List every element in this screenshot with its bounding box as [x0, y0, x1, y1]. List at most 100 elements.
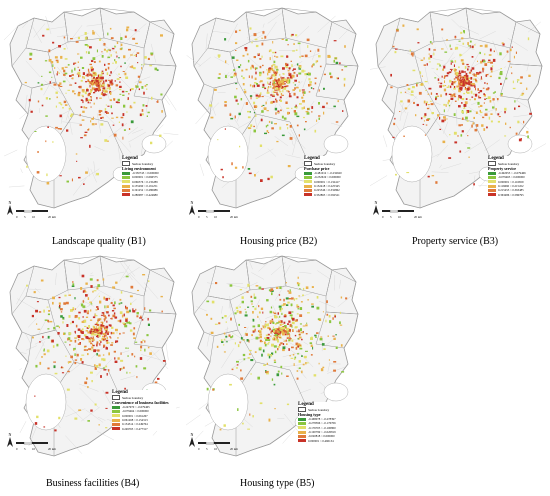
- residential-parcel: [85, 81, 88, 83]
- residential-parcel: [248, 172, 252, 175]
- residential-parcel: [484, 113, 488, 116]
- residential-parcel: [520, 76, 523, 79]
- residential-parcel: [278, 337, 282, 339]
- residential-parcel: [74, 308, 76, 310]
- residential-parcel: [274, 331, 277, 334]
- residential-parcel: [108, 314, 110, 317]
- residential-parcel: [445, 92, 448, 96]
- residential-parcel: [423, 120, 425, 122]
- legend-field: Housing type: [298, 412, 321, 417]
- residential-parcel: [455, 76, 459, 79]
- residential-parcel: [254, 77, 257, 80]
- residential-parcel: [444, 51, 448, 53]
- residential-parcel: [91, 380, 93, 383]
- road: [431, 171, 449, 173]
- north-arrow-b5: N: [189, 432, 195, 448]
- residential-parcel: [34, 422, 38, 425]
- residential-parcel: [231, 56, 235, 59]
- residential-parcel: [82, 290, 85, 293]
- road: [146, 349, 160, 361]
- residential-parcel: [278, 320, 282, 324]
- residential-parcel: [84, 345, 87, 348]
- residential-parcel: [91, 118, 94, 120]
- residential-parcel: [131, 65, 134, 69]
- residential-parcel: [57, 71, 59, 74]
- legend-class-row: -0.079465 ~ 0.000000: [488, 175, 542, 179]
- residential-parcel: [127, 347, 129, 349]
- residential-parcel: [323, 87, 325, 90]
- residential-parcel: [108, 324, 111, 327]
- residential-parcel: [92, 80, 94, 83]
- residential-parcel: [236, 309, 239, 313]
- residential-parcel: [428, 57, 431, 60]
- road: [163, 132, 179, 135]
- residential-parcel: [318, 318, 322, 321]
- residential-parcel: [271, 352, 274, 355]
- road: [516, 89, 525, 102]
- residential-parcel: [116, 55, 118, 58]
- residential-parcel: [254, 328, 256, 332]
- road: [383, 135, 388, 148]
- residential-parcel: [279, 323, 282, 326]
- scale-tick: 10: [214, 215, 217, 219]
- residential-parcel: [103, 326, 106, 330]
- residential-parcel: [463, 80, 466, 82]
- residential-parcel: [84, 381, 88, 385]
- residential-parcel: [459, 76, 463, 78]
- residential-parcel: [279, 96, 282, 99]
- residential-parcel: [459, 53, 462, 57]
- residential-parcel: [106, 87, 109, 90]
- residential-parcel: [407, 99, 411, 103]
- residential-parcel: [466, 77, 469, 81]
- residential-parcel: [281, 77, 285, 80]
- residential-parcel: [101, 322, 103, 325]
- road: [251, 33, 265, 42]
- residential-parcel: [264, 344, 267, 347]
- scale-bar-b5: 0 5 10 20 km: [198, 441, 238, 451]
- legend-field: Property service: [488, 166, 517, 171]
- road: [155, 124, 164, 133]
- residential-parcel: [434, 77, 437, 79]
- residential-parcel: [97, 76, 101, 79]
- residential-parcel: [467, 66, 470, 68]
- residential-parcel: [308, 78, 311, 81]
- legend-boundary: Suzhou boundary: [112, 395, 176, 400]
- residential-parcel: [223, 332, 226, 335]
- residential-parcel: [107, 49, 111, 51]
- residential-parcel: [92, 290, 94, 293]
- residential-parcel: [244, 47, 248, 50]
- residential-parcel: [59, 308, 63, 311]
- residential-parcel: [98, 295, 100, 298]
- residential-parcel: [258, 347, 262, 351]
- residential-parcel: [265, 371, 268, 374]
- residential-parcel: [470, 84, 474, 87]
- residential-parcel: [441, 48, 444, 50]
- district-boundary: [315, 311, 359, 349]
- residential-parcel: [103, 80, 105, 83]
- residential-parcel: [512, 80, 514, 84]
- residential-parcel: [509, 126, 511, 129]
- residential-parcel: [88, 71, 90, 75]
- residential-parcel: [288, 72, 291, 74]
- residential-parcel: [77, 343, 81, 345]
- residential-parcel: [225, 60, 227, 64]
- residential-parcel: [233, 72, 237, 76]
- residential-parcel: [99, 84, 102, 87]
- residential-parcel: [437, 114, 440, 117]
- residential-parcel: [254, 174, 256, 177]
- residential-parcel: [474, 86, 476, 88]
- residential-parcel: [82, 72, 85, 75]
- residential-parcel: [243, 88, 246, 91]
- residential-parcel: [271, 329, 274, 333]
- residential-parcel: [110, 54, 112, 57]
- residential-parcel: [104, 334, 107, 337]
- residential-parcel: [239, 145, 241, 148]
- residential-parcel: [318, 362, 320, 365]
- residential-parcel: [146, 115, 148, 117]
- residential-parcel: [257, 95, 260, 98]
- residential-parcel: [53, 83, 57, 86]
- residential-parcel: [285, 79, 289, 82]
- residential-parcel: [97, 307, 99, 309]
- residential-parcel: [467, 68, 469, 71]
- residential-parcel: [41, 104, 44, 107]
